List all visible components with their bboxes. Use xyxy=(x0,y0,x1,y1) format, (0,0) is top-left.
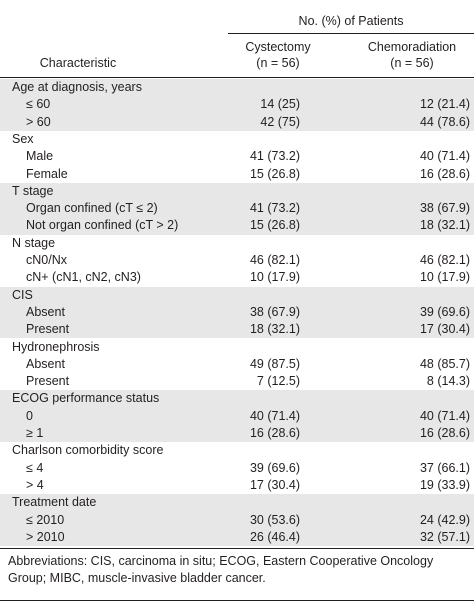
row-label: > 2010 xyxy=(26,529,65,544)
cell-value: 38 (67.9) xyxy=(419,201,470,216)
cell-value: 18 (32.1) xyxy=(249,322,300,337)
cell-value: 40 (71.4) xyxy=(419,149,470,164)
group-band xyxy=(0,390,474,443)
cell-value: 17 (30.4) xyxy=(249,477,300,492)
group-band xyxy=(0,79,474,131)
column-n: (n = 56) xyxy=(390,56,434,70)
cell-value: 49 (87.5) xyxy=(249,356,300,371)
cell-value: 26 (46.4) xyxy=(249,529,300,544)
cell-value: 10 (17.9) xyxy=(419,270,470,285)
row-label: 0 xyxy=(26,408,33,423)
row-label: Present xyxy=(26,374,70,389)
cell-value: 19 (33.9) xyxy=(419,477,470,492)
cell-value: 16 (28.6) xyxy=(419,166,470,181)
cell-value: 14 (25) xyxy=(260,97,300,112)
group-band xyxy=(0,286,474,339)
row-label: cN0/Nx xyxy=(26,253,67,267)
header-rule xyxy=(228,33,474,34)
row-label: ≤ 4 xyxy=(26,460,44,475)
group-label: ECOG performance status xyxy=(12,391,160,406)
group-label: Sex xyxy=(12,131,34,146)
cell-value: 38 (67.9) xyxy=(249,304,300,319)
row-label: ≤ 60 xyxy=(26,97,51,112)
cell-value: 40 (71.4) xyxy=(249,408,300,423)
row-label: Absent xyxy=(26,356,65,371)
group-label: Charlson comorbidity score xyxy=(12,443,164,458)
cell-value: 30 (53.6) xyxy=(249,512,300,527)
row-label: > 60 xyxy=(26,114,51,129)
cell-value: 42 (75) xyxy=(260,114,300,129)
row-label: Absent xyxy=(26,304,65,319)
group-label: Treatment date xyxy=(12,495,97,510)
cell-value: 40 (71.4) xyxy=(419,408,470,423)
header-bottom-rule xyxy=(0,77,474,78)
row-label: Not organ confined (cT > 2) xyxy=(26,218,179,233)
cell-value: 41 (73.2) xyxy=(249,201,300,216)
cell-value: 10 (17.9) xyxy=(249,270,300,285)
cell-value: 16 (28.6) xyxy=(419,426,470,440)
cell-value: 16 (28.6) xyxy=(249,426,300,440)
row-label: ≤ 2010 xyxy=(26,512,65,527)
column-header: Cystectomy xyxy=(245,40,311,54)
column-n: (n = 56) xyxy=(256,56,300,70)
cell-value: 17 (30.4) xyxy=(419,322,470,337)
group-label: CIS xyxy=(12,287,33,302)
cell-value: 46 (82.1) xyxy=(249,253,300,267)
group-label: Age at diagnosis, years xyxy=(12,80,142,94)
cell-value: 15 (26.8) xyxy=(249,166,300,181)
cell-value: 7 (12.5) xyxy=(256,374,300,389)
cell-value: 18 (32.1) xyxy=(419,218,470,233)
cell-value: 15 (26.8) xyxy=(249,218,300,233)
group-label: N stage xyxy=(12,235,56,250)
cell-value: 41 (73.2) xyxy=(249,149,300,164)
group-label: Hydronephrosis xyxy=(12,339,100,354)
row-label: Organ confined (cT ≤ 2) xyxy=(26,201,158,216)
row-label: Present xyxy=(26,322,70,337)
cell-value: 24 (42.9) xyxy=(419,512,470,527)
row-label: cN+ (cN1, cN2, cN3) xyxy=(26,270,141,285)
cell-value: 39 (69.6) xyxy=(249,460,300,475)
row-label: > 4 xyxy=(26,477,44,492)
cell-value: 39 (69.6) xyxy=(419,304,470,319)
group-band xyxy=(0,182,474,235)
cell-value: 32 (57.1) xyxy=(419,529,470,544)
group-label: T stage xyxy=(12,183,54,198)
characteristic-header: Characteristic xyxy=(39,56,117,70)
cell-value: 48 (85.7) xyxy=(419,356,470,371)
row-label: Female xyxy=(26,166,68,181)
cell-value: 46 (82.1) xyxy=(419,253,470,267)
cell-value: 37 (66.1) xyxy=(419,460,470,475)
cell-value: 8 (14.3) xyxy=(426,374,470,389)
row-label: Male xyxy=(26,149,54,164)
column-group-label: No. (%) of Patients xyxy=(298,14,404,28)
page-bottom-rule xyxy=(0,600,474,601)
footnote: Abbreviations: CIS, carcinoma in situ; E… xyxy=(8,554,434,585)
row-label: ≥ 1 xyxy=(26,426,44,440)
cell-value: 44 (78.6) xyxy=(419,114,470,129)
cell-value: 12 (21.4) xyxy=(419,97,470,112)
group-band xyxy=(0,494,474,547)
table-bottom-rule xyxy=(0,548,474,549)
column-header: Chemoradiation xyxy=(367,40,457,54)
